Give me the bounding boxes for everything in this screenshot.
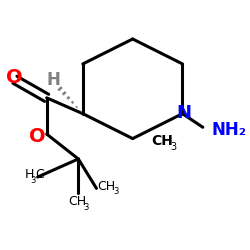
- Text: O: O: [29, 127, 46, 146]
- Text: CH: CH: [98, 180, 116, 192]
- Text: N: N: [176, 104, 191, 122]
- Text: H: H: [25, 168, 34, 181]
- Text: CH: CH: [68, 196, 86, 208]
- Text: CH: CH: [151, 134, 173, 148]
- Text: 3: 3: [113, 187, 118, 196]
- Text: O: O: [6, 68, 22, 87]
- Text: 3: 3: [30, 176, 36, 185]
- Text: C: C: [35, 168, 44, 181]
- Text: 3: 3: [84, 203, 89, 212]
- Text: H: H: [46, 71, 60, 89]
- Text: 3: 3: [170, 142, 176, 152]
- Text: NH₂: NH₂: [212, 120, 247, 138]
